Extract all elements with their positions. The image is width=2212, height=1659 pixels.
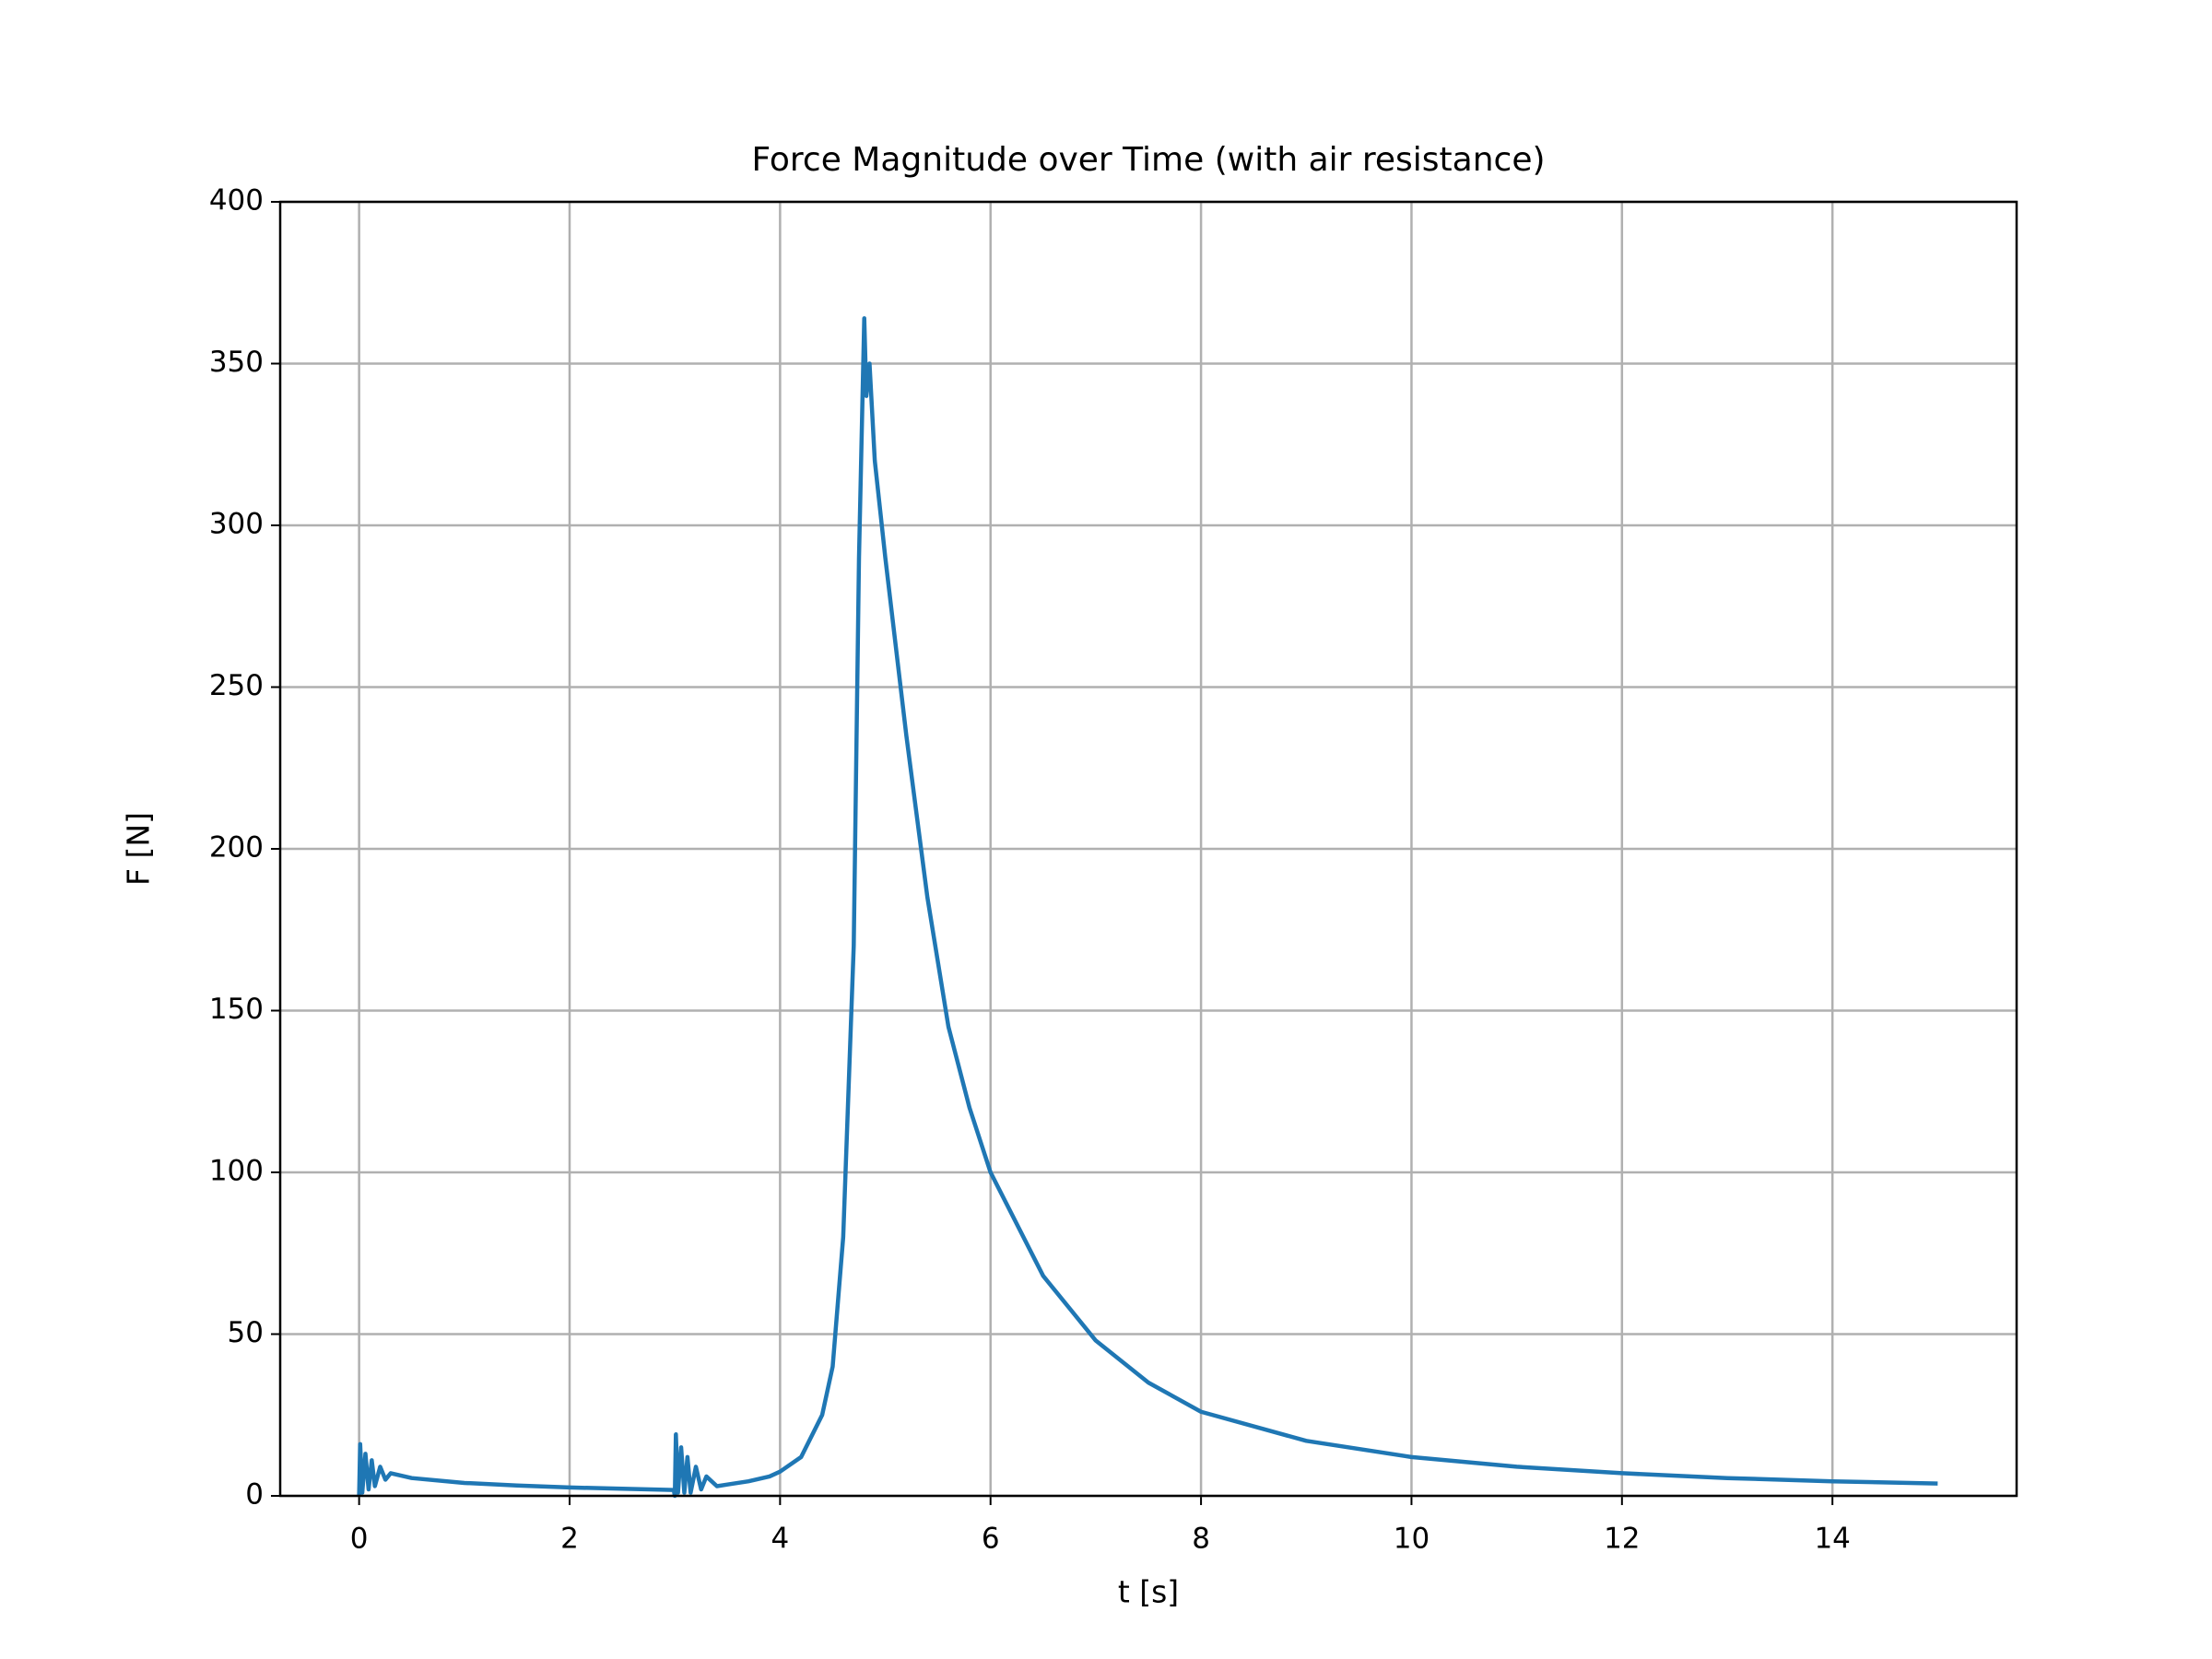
y-axis-label: F [N] [121,812,157,886]
x-axis-label: t [s] [1118,1574,1179,1610]
x-tick-label: 6 [982,1523,1000,1556]
x-tick-label: 2 [560,1523,579,1556]
y-tick-label: 250 [209,669,264,702]
x-tick-label: 4 [771,1523,789,1556]
y-tick-label: 0 [245,1478,264,1512]
y-tick-label: 400 [209,184,264,218]
x-tick-label: 8 [1192,1523,1210,1556]
x-tick-label: 14 [1814,1523,1850,1556]
x-tick-label: 10 [1394,1523,1430,1556]
y-tick-label: 350 [209,346,264,379]
y-tick-label: 150 [209,993,264,1026]
chart-title: Force Magnitude over Time (with air resi… [751,141,1545,179]
y-tick-label: 200 [209,831,264,865]
plot-frame [278,200,2018,1498]
x-tick-label: 0 [350,1523,369,1556]
y-tick-label: 300 [209,508,264,541]
x-tick-label: 12 [1604,1523,1640,1556]
y-tick-label: 100 [209,1155,264,1188]
y-tick-label: 50 [228,1316,264,1349]
data-line [357,316,1938,1499]
